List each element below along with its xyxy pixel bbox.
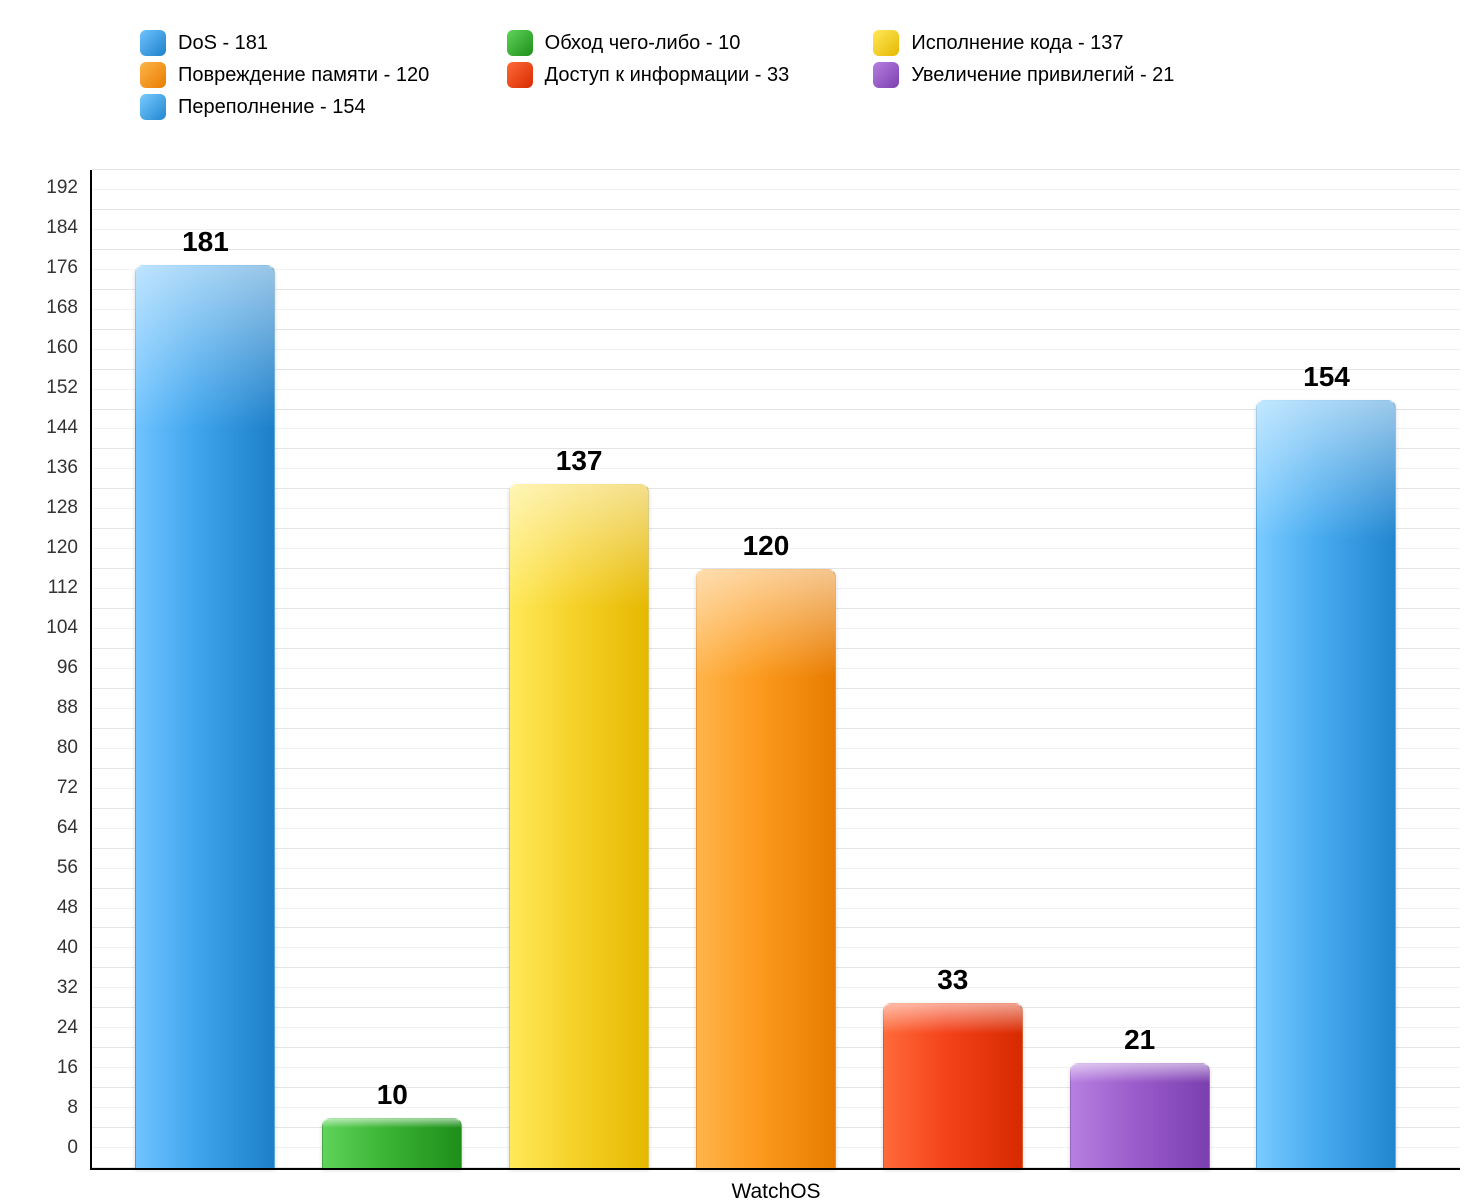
y-tick-label: 120 (28, 537, 78, 559)
y-tick-label: 88 (28, 697, 78, 719)
bar-slot: 33 (878, 170, 1028, 1168)
bar-slot: 137 (504, 170, 654, 1168)
y-tick-label: 24 (28, 1017, 78, 1039)
bar-5: 21 (1070, 1063, 1210, 1168)
y-tick-label: 56 (28, 857, 78, 879)
y-tick-label: 192 (28, 177, 78, 199)
legend-swatch-icon (873, 62, 899, 88)
y-tick-label: 64 (28, 817, 78, 839)
y-tick-label: 112 (28, 577, 78, 599)
bar-1: 10 (322, 1118, 462, 1168)
bar-value-label: 10 (377, 1079, 408, 1111)
legend-item: Доступ к информации - 33 (507, 62, 854, 88)
y-tick-label: 96 (28, 657, 78, 679)
bar-slot: 181 (130, 170, 280, 1168)
bar-slot: 21 (1065, 170, 1215, 1168)
bar-0: 181 (135, 265, 275, 1168)
y-tick-label: 80 (28, 737, 78, 759)
y-tick-label: 136 (28, 457, 78, 479)
bar-slot: 10 (317, 170, 467, 1168)
bar-value-label: 154 (1303, 361, 1350, 393)
y-tick-label: 160 (28, 337, 78, 359)
y-tick-label: 104 (28, 617, 78, 639)
legend: DoS - 181 Обход чего-либо - 10 Исполнение … (20, 20, 1220, 140)
legend-label: Исполнение кода - 137 (911, 32, 1123, 55)
y-tick-label: 184 (28, 217, 78, 239)
bar-4: 33 (883, 1003, 1023, 1168)
bar-value-label: 21 (1124, 1024, 1155, 1056)
bars-container: 181 10 137 120 33 21 154 (92, 170, 1440, 1168)
legend-item: Исполнение кода - 137 (873, 30, 1220, 56)
legend-label: Переполнение - 154 (178, 96, 366, 119)
legend-label: Обход чего-либо - 10 (545, 32, 741, 55)
bar-value-label: 181 (182, 226, 229, 258)
y-tick-label: 48 (28, 897, 78, 919)
legend-swatch-icon (140, 62, 166, 88)
y-tick-label: 168 (28, 297, 78, 319)
legend-label: Повреждение памяти - 120 (178, 64, 429, 87)
legend-item: Переполнение - 154 (140, 94, 487, 120)
legend-label: Увеличение привилегий - 21 (911, 64, 1174, 87)
bar-slot: 120 (691, 170, 841, 1168)
legend-item: Повреждение памяти - 120 (140, 62, 487, 88)
legend-item: Увеличение привилегий - 21 (873, 62, 1220, 88)
x-axis-label: WatchOS (92, 1180, 1460, 1204)
bar-value-label: 137 (556, 445, 603, 477)
bar-value-label: 120 (743, 530, 790, 562)
bar-value-label: 33 (937, 964, 968, 996)
bar-slot: 154 (1251, 170, 1401, 1168)
bar-6: 154 (1256, 400, 1396, 1168)
chart-container: DoS - 181 Обход чего-либо - 10 Исполнение … (20, 20, 1460, 1170)
y-tick-label: 32 (28, 977, 78, 999)
y-tick-label: 176 (28, 257, 78, 279)
legend-swatch-icon (140, 94, 166, 120)
y-tick-label: 16 (28, 1057, 78, 1079)
legend-item: Обход чего-либо - 10 (507, 30, 854, 56)
bar-2: 137 (509, 484, 649, 1168)
legend-item: DoS - 181 (140, 30, 487, 56)
plot-area: 0816243240485664728088961041121201281361… (90, 170, 1460, 1170)
y-tick-label: 128 (28, 497, 78, 519)
y-tick-label: 0 (28, 1137, 78, 1159)
legend-label: DoS - 181 (178, 32, 268, 55)
plot-bg: 181101371203321154 WatchOS (90, 170, 1460, 1170)
legend-label: Доступ к информации - 33 (545, 64, 790, 87)
legend-swatch-icon (507, 30, 533, 56)
bar-3: 120 (696, 569, 836, 1168)
y-tick-label: 40 (28, 937, 78, 959)
y-tick-label: 152 (28, 377, 78, 399)
y-tick-label: 8 (28, 1097, 78, 1119)
y-tick-label: 72 (28, 777, 78, 799)
legend-swatch-icon (140, 30, 166, 56)
legend-swatch-icon (507, 62, 533, 88)
y-tick-label: 144 (28, 417, 78, 439)
y-axis: 0 8 16 24 32 40 48 56 64 72 80 88 96 104 112 120 128 136 1… (20, 170, 90, 1170)
legend-swatch-icon (873, 30, 899, 56)
